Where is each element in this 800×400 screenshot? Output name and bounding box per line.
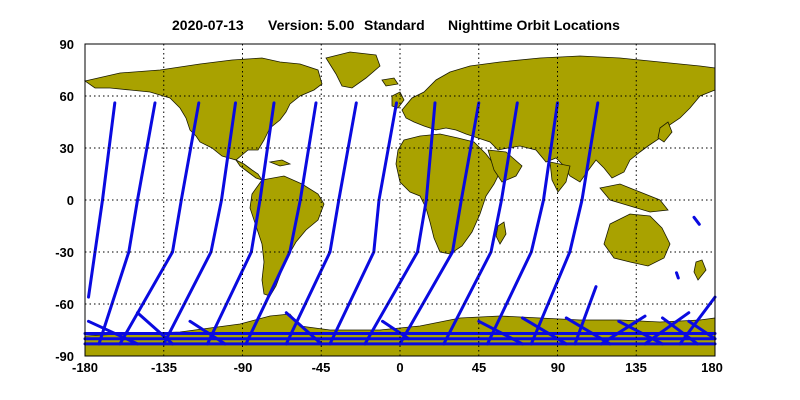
north-america-land: [84, 57, 323, 161]
australia-land: [603, 213, 671, 267]
orbit-track: [206, 101, 276, 346]
africa-land: [395, 133, 501, 255]
orbit-layer: [83, 101, 717, 346]
arabia-land: [487, 149, 523, 183]
orbit-track: [284, 101, 358, 346]
new-zealand-land: [693, 259, 707, 281]
x-tick-label: -135: [151, 360, 177, 375]
y-tick-label: -60: [55, 297, 74, 312]
y-tick-label: 60: [60, 89, 74, 104]
india-land: [549, 161, 571, 193]
x-axis-ticks: -180 -135 -90 -45 0 45 90 135 180: [72, 360, 723, 375]
orbit-track: [244, 101, 318, 346]
plot-area: [83, 43, 717, 357]
orbit-track: [87, 101, 117, 299]
orbit-track: [442, 101, 519, 346]
x-tick-label: -45: [312, 360, 331, 375]
y-tick-label: -30: [55, 245, 74, 260]
title-date: 2020-07-13: [172, 17, 244, 33]
orbit-track: [675, 271, 680, 280]
orbit-track: [328, 101, 398, 346]
x-tick-label: 180: [701, 360, 723, 375]
greenland-land: [325, 51, 381, 89]
x-tick-label: 90: [551, 360, 565, 375]
orbit-track: [118, 101, 201, 346]
plot-frame: [84, 43, 716, 357]
grid-layer: [85, 44, 715, 356]
x-tick-label: 0: [396, 360, 403, 375]
y-tick-label: 90: [60, 37, 74, 52]
orbit-track: [162, 101, 237, 346]
y-tick-label: -90: [55, 349, 74, 364]
japan-land: [657, 121, 673, 143]
orbit-track: [363, 101, 437, 346]
orbit-track: [97, 101, 157, 346]
x-tick-label: 45: [472, 360, 486, 375]
title-subject: Nighttime Orbit Locations: [448, 17, 620, 33]
southeast-asia-islands-land: [599, 183, 669, 213]
y-tick-label: 0: [67, 193, 74, 208]
orbit-track: [486, 101, 559, 346]
y-tick-label: 30: [60, 141, 74, 156]
y-axis-ticks: 90 60 30 0 -30 -60 -90: [55, 37, 74, 364]
title-version: Version: 5.00: [268, 17, 355, 33]
title-product: Standard: [364, 17, 425, 33]
x-tick-label: 135: [625, 360, 647, 375]
x-tick-label: -180: [72, 360, 98, 375]
madagascar-land: [495, 221, 507, 245]
orbit-track: [692, 215, 701, 226]
x-tick-label: -90: [234, 360, 253, 375]
caribbean-land: [268, 159, 292, 167]
orbit-track: [398, 101, 481, 346]
orbit-track: [678, 295, 717, 346]
orbit-track: [529, 101, 600, 346]
orbit-track: [381, 319, 411, 341]
iceland-land: [381, 77, 399, 87]
